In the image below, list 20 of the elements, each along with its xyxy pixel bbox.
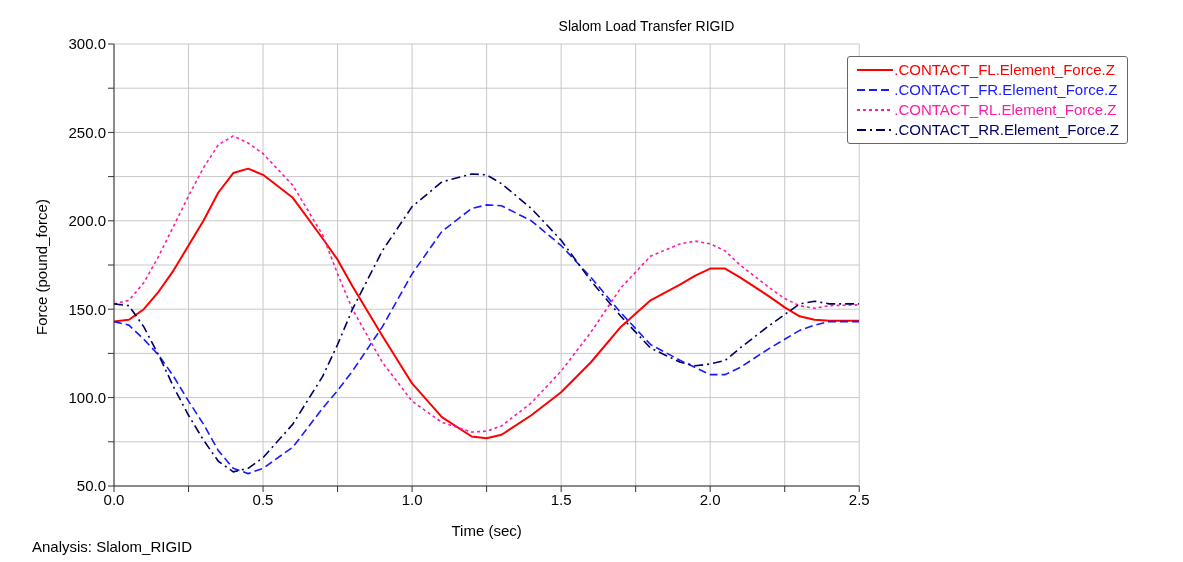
x-tick-label: 1.0 xyxy=(401,490,423,508)
legend-label: .CONTACT_FR.Element_Force.Z xyxy=(894,80,1118,100)
x-tick-label: 2.0 xyxy=(699,490,721,508)
y-tick-label: 50.0 xyxy=(76,477,106,495)
legend-label: .CONTACT_RL.Element_Force.Z xyxy=(894,100,1117,120)
y-tick-label: 150.0 xyxy=(68,300,106,318)
x-tick-label: 1.5 xyxy=(550,490,572,508)
text: Analysis: Slalom_RIGID xyxy=(32,538,193,555)
y-axis-title: Force (pound_force) xyxy=(33,199,51,335)
x-axis-title: Time (sec) xyxy=(451,522,522,539)
y-tick-label: 100.0 xyxy=(68,388,106,406)
chart-title: Slalom Load Transfer RIGID xyxy=(557,18,736,34)
y-tick-label: 200.0 xyxy=(68,212,106,230)
y-tick-label: 300.0 xyxy=(68,35,106,53)
x-tick-label: 0.5 xyxy=(252,490,274,508)
y-tick-label: 250.0 xyxy=(68,123,106,141)
legend-label: .CONTACT_RR.Element_Force.Z xyxy=(894,120,1119,140)
x-tick-label: 0.0 xyxy=(103,490,125,508)
legend-label: .CONTACT_FL.Element_Force.Z xyxy=(894,60,1115,80)
x-tick-label: 2.5 xyxy=(848,490,870,508)
